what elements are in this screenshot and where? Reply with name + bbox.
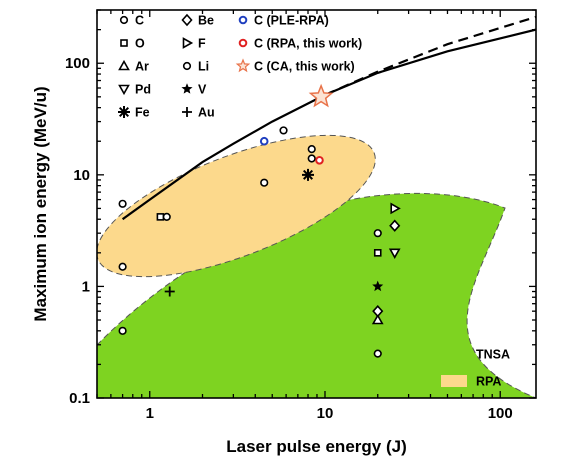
legend-marker-be (181, 13, 193, 27)
legend-label-au: Au (198, 106, 215, 120)
data-points (118, 83, 401, 358)
point-c-ca-this-work (308, 83, 334, 108)
point-v (372, 280, 384, 292)
legend-label-li: Li (198, 60, 209, 74)
legend-marker-v (181, 83, 193, 94)
point-c (279, 126, 288, 135)
point-fe (302, 168, 315, 181)
y-tick-label: 10 (73, 167, 90, 184)
legend-marker-o (120, 39, 128, 47)
legend-label-fe: Fe (135, 106, 150, 120)
solid-trend-line (121, 28, 536, 221)
region-legend-swatch-tnsa (441, 348, 467, 360)
legend-marker-c (119, 15, 129, 25)
legend-label-f: F (198, 37, 206, 51)
legend-label-pd: Pd (135, 83, 151, 97)
point-ar (371, 313, 384, 325)
legend-marker-au (182, 107, 192, 117)
region-legend-swatch-rpa (441, 375, 467, 387)
legend-marker-pd (118, 84, 130, 96)
legend: CO Ar Pd Fe Be F Li V Au C (PLE-RPA) C (RPA, this … (118, 14, 362, 120)
point-c (260, 178, 269, 187)
point-c (373, 349, 382, 358)
trend-lines (121, 15, 536, 221)
region-legend-label-rpa: RPA (476, 375, 501, 389)
legend-label-o: O (135, 37, 145, 51)
point-o (156, 213, 165, 221)
legend-label-be: Be (198, 14, 214, 28)
x-tick-label: 10 (317, 405, 334, 422)
point-c (118, 262, 127, 271)
point-c (307, 145, 316, 154)
legend-label-v: V (198, 83, 207, 97)
y-tick-label: 0.1 (69, 390, 90, 407)
point-c-ple-rpa (259, 136, 269, 146)
legend-label-ar: Ar (135, 60, 149, 74)
point-c (162, 212, 171, 221)
x-tick-label: 100 (488, 405, 513, 422)
point-o (373, 249, 382, 257)
point-f (390, 202, 401, 215)
point-be (389, 219, 401, 232)
legend-label-c-ple-rpa: C (PLE-RPA) (254, 14, 329, 28)
point-c (307, 154, 316, 163)
legend-marker-c-ple-rpa (238, 15, 248, 25)
x-axis-title: Laser pulse energy (J) (226, 437, 406, 456)
rpa-region (97, 134, 376, 278)
point-be (372, 304, 384, 318)
legend-label-c: C (135, 14, 144, 28)
y-axis-title: Maximum ion energy (MeV/u) (31, 86, 50, 321)
legend-marker-fe (118, 106, 130, 118)
y-tick-label: 1 (82, 278, 90, 295)
point-c-rpa-this-work (315, 155, 324, 165)
region-legend-label-tnsa: TNSA (476, 348, 510, 362)
dashed-trend-line (324, 15, 536, 96)
region-legend: TNSA RPA (441, 348, 510, 389)
shaded-regions (97, 134, 536, 398)
legend-label-c-ca-this-work: C (CA, this work) (254, 60, 355, 74)
legend-label-c-rpa-this-work: C (RPA, this work) (254, 37, 362, 51)
point-au (164, 286, 175, 297)
x-tick-label: 1 (146, 405, 154, 422)
legend-marker-ar (118, 59, 130, 71)
point-c (373, 229, 382, 238)
point-c (118, 326, 127, 335)
legend-marker-c-rpa-this-work (238, 38, 248, 48)
legend-marker-c-ca-this-work (235, 58, 251, 73)
point-c (118, 199, 127, 208)
legend-marker-li (182, 61, 192, 71)
y-tick-label: 100 (65, 55, 90, 72)
legend-marker-f (182, 37, 194, 49)
point-pd (388, 248, 401, 259)
axes: 1 10 100 0.1 1 10 100 (65, 9, 537, 422)
